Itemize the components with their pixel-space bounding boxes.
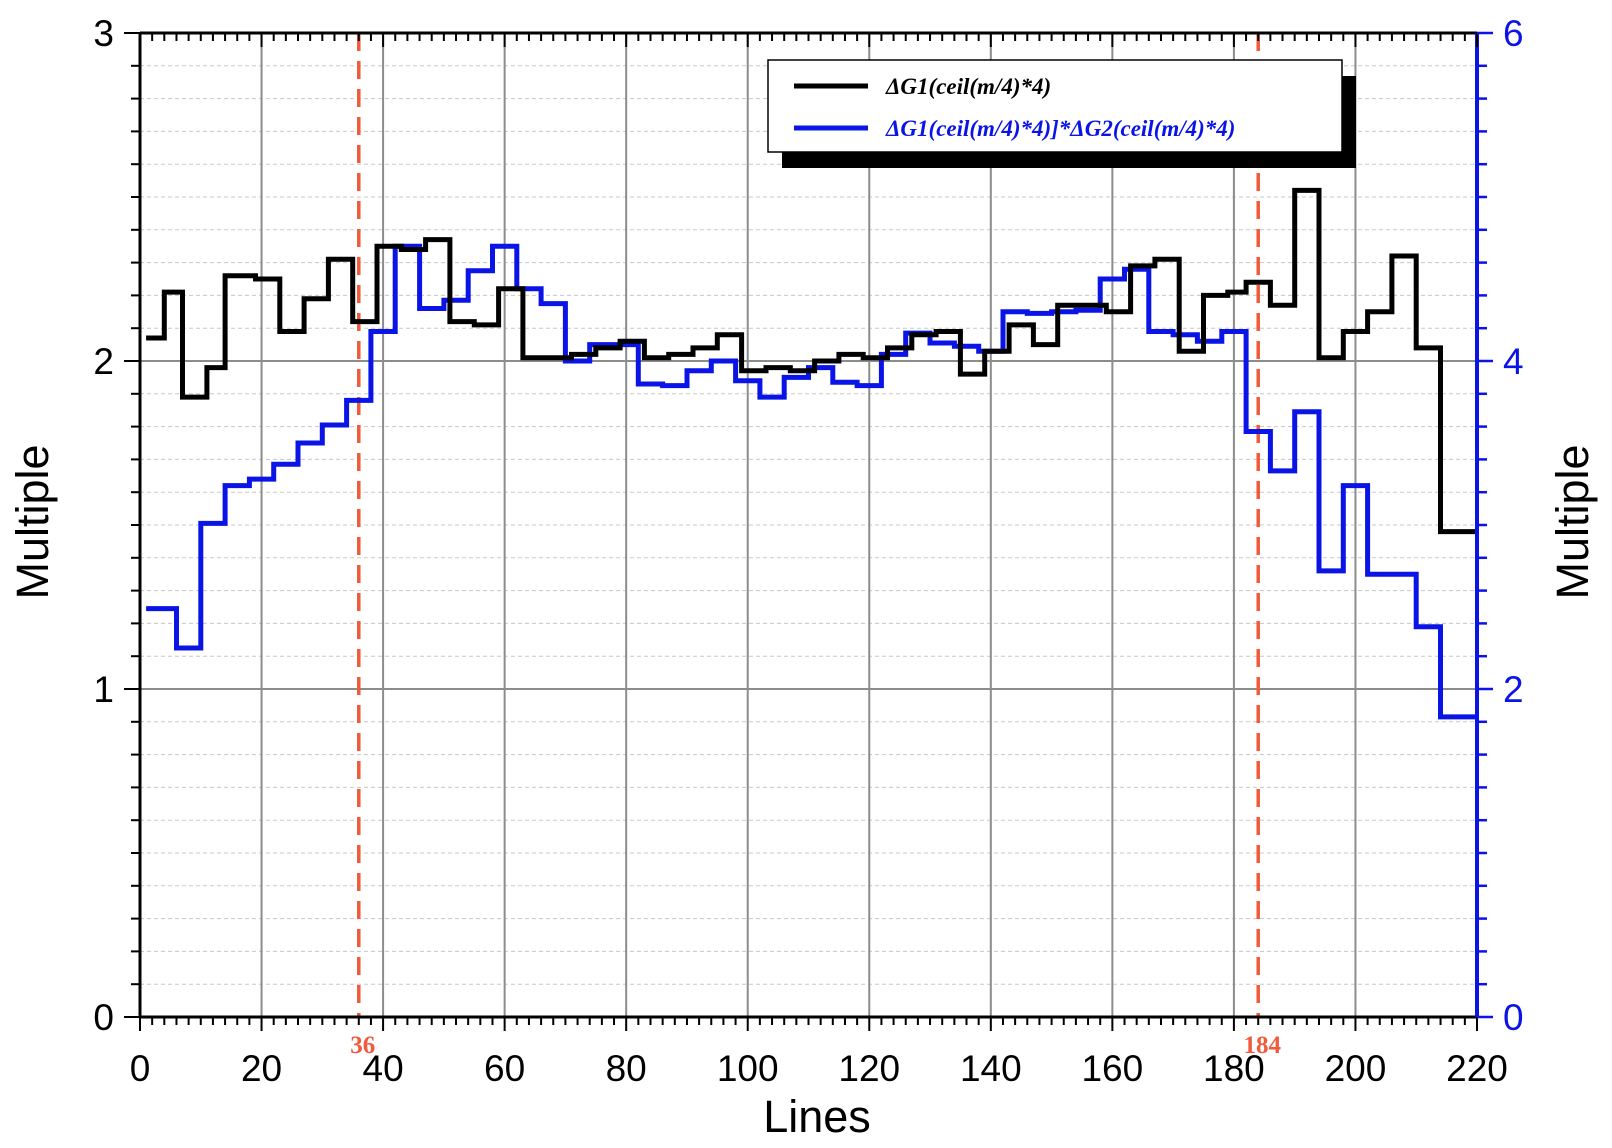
x-tick-label: 80 <box>606 1048 647 1089</box>
ticks: 0 20 40 60 80 100 120 140 160 180 200 220 0 1 2 3 0 2 4 6 <box>93 13 1523 1089</box>
y-right-tick-label: 0 <box>1503 997 1524 1038</box>
x-tick-label: 140 <box>960 1048 1022 1089</box>
y-axis-title-right: Multiple <box>1547 444 1598 599</box>
y-left-tick-label: 2 <box>93 341 114 382</box>
y-right-tick-label: 4 <box>1503 341 1524 382</box>
x-tick-label: 120 <box>838 1048 900 1089</box>
legend-label-product: ΔG1(ceil(m/4)*4)]*ΔG2(ceil(m/4)*4) <box>885 116 1235 141</box>
series-line-dg1 <box>146 187 1477 535</box>
marker-label-184: 184 <box>1243 1032 1281 1059</box>
x-tick-label: 60 <box>484 1048 525 1089</box>
y-right-tick-label: 6 <box>1503 13 1524 54</box>
grid <box>140 33 1477 1017</box>
series-lines <box>146 187 1477 720</box>
y-left-tick-label: 1 <box>93 669 114 710</box>
x-tick-label: 40 <box>363 1048 404 1089</box>
y-left-tick-label: 0 <box>93 997 114 1038</box>
y-left-tick-label: 3 <box>93 13 114 54</box>
y-axis-title-left: Multiple <box>7 444 58 599</box>
x-tick-label: 220 <box>1446 1048 1508 1089</box>
legend: ΔG1(ceil(m/4)*4) ΔG1(ceil(m/4)*4)]*ΔG2(ce… <box>767 59 1356 168</box>
marker-lines: 36 184 <box>350 33 1281 1059</box>
series-line-product <box>146 243 1477 720</box>
x-tick-label: 100 <box>717 1048 779 1089</box>
x-tick-label: 180 <box>1203 1048 1265 1089</box>
x-axis-title: Lines <box>763 1091 871 1142</box>
x-tick-label: 0 <box>130 1048 151 1089</box>
marker-label-36: 36 <box>350 1032 375 1059</box>
y-right-tick-label: 2 <box>1503 669 1524 710</box>
x-tick-label: 20 <box>241 1048 282 1089</box>
legend-box <box>767 59 1343 153</box>
x-tick-label: 160 <box>1081 1048 1143 1089</box>
legend-label-dg1: ΔG1(ceil(m/4)*4) <box>885 74 1051 99</box>
x-tick-label: 200 <box>1325 1048 1387 1089</box>
